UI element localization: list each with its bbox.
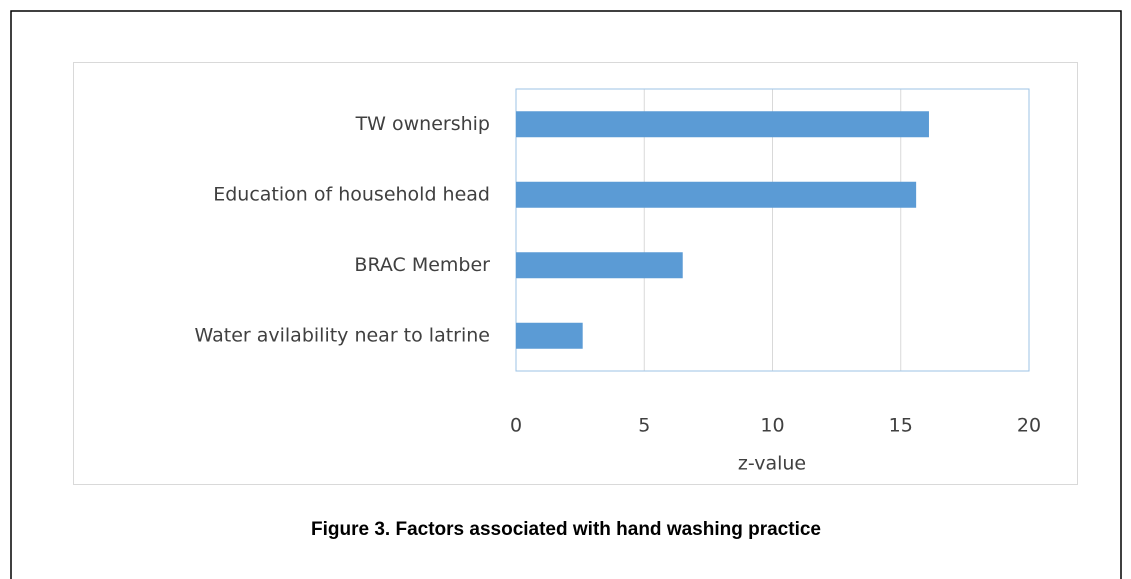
bar: [516, 252, 683, 279]
bar: [516, 111, 929, 138]
caption: Figure 3. Factors associated with hand w…: [311, 519, 821, 540]
plot-border: [515, 88, 1030, 372]
frame: [10, 10, 1122, 579]
bar: [516, 322, 583, 349]
x-axis-title: z-value: [738, 453, 806, 475]
x-tick-label: 0: [510, 415, 522, 437]
x-tick-label: 15: [889, 415, 913, 437]
y-tick-label: Water avilability near to latrine: [195, 324, 490, 346]
x-tick-label: 20: [1017, 415, 1041, 437]
bar: [516, 181, 917, 208]
x-tick-label: 5: [638, 415, 650, 437]
x-tick-label: 10: [760, 415, 784, 437]
y-tick-label: TW ownership: [355, 113, 490, 135]
y-tick-label: Education of household head: [213, 183, 490, 205]
y-tick-label: BRAC Member: [354, 254, 490, 276]
